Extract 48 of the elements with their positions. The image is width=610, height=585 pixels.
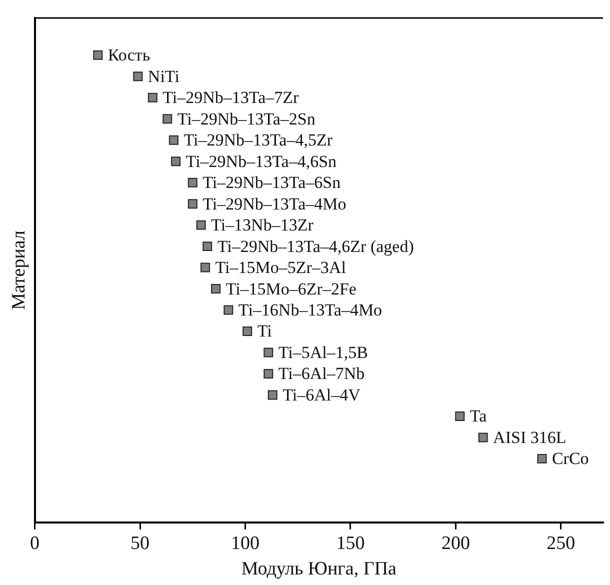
point bbox=[162, 114, 172, 124]
point bbox=[188, 199, 198, 209]
y-tick-label: Ti–15Mo–5Zr–3Al bbox=[215, 258, 346, 278]
point bbox=[148, 92, 158, 102]
y-tick-label: Ti–29Nb–13Ta–4Mo bbox=[202, 194, 346, 214]
point bbox=[224, 305, 234, 315]
point bbox=[171, 156, 181, 166]
point bbox=[211, 284, 221, 294]
y-tick-label: Ti–6Al–4V bbox=[282, 385, 362, 404]
point bbox=[478, 432, 488, 442]
point bbox=[268, 390, 278, 400]
y-tick-label: Ti–6Al–7Nb bbox=[278, 364, 365, 384]
x-axis-title: Модуль Юнга, ГПа bbox=[241, 558, 398, 580]
point bbox=[196, 220, 206, 230]
x-tick-label: 100 bbox=[230, 532, 260, 554]
y-tick-label: AISI 316L bbox=[493, 428, 566, 447]
y-tick-label: NiTi bbox=[148, 66, 180, 86]
point bbox=[188, 178, 198, 188]
x-tick-label: 150 bbox=[336, 532, 365, 554]
y-tick-label: Ti bbox=[257, 322, 272, 341]
y-tick-label: Кость bbox=[108, 46, 150, 65]
y-tick-label: Ti–29Nb–13Ta–7Zr bbox=[162, 88, 300, 108]
x-tick-label: 250 bbox=[546, 532, 576, 554]
point bbox=[264, 348, 274, 358]
y-tick-label: Ti–5Al–1,5B bbox=[278, 342, 368, 362]
x-tick-label: 200 bbox=[441, 532, 470, 554]
y-tick-label: Ti–16Nb–13Ta–4Mo bbox=[238, 300, 382, 320]
point bbox=[242, 326, 252, 336]
point bbox=[133, 72, 143, 82]
point bbox=[264, 368, 274, 378]
y-tick-label: Ti–29Nb–13Ta–6Sn bbox=[202, 173, 342, 192]
y-tick-label: Ti–29Nb–13Ta–2Sn bbox=[177, 109, 316, 128]
y-tick-label: Ti–29Nb–13Ta–4,6Sn bbox=[186, 152, 338, 171]
point bbox=[93, 50, 103, 60]
y-axis-title: Материал bbox=[8, 230, 30, 310]
point bbox=[200, 262, 210, 272]
y-tick-label: Ti–15Mo–6Zr–2Fe bbox=[226, 279, 356, 298]
x-tick-label: 0 bbox=[30, 532, 40, 554]
y-tick-label: Ti–29Nb–13Ta–4,5Zr bbox=[184, 130, 333, 150]
y-tick-label: Ti–29Nb–13Ta–4,6Zr (aged) bbox=[217, 236, 414, 256]
point bbox=[168, 135, 178, 145]
y-tick-label: Ta bbox=[470, 406, 488, 426]
point bbox=[537, 454, 547, 464]
y-tick-label: Ti–13Nb–13Zr bbox=[211, 216, 314, 235]
point bbox=[455, 411, 465, 421]
x-tick-label: 50 bbox=[130, 532, 150, 554]
point bbox=[202, 242, 212, 252]
y-tick-label: CrCo bbox=[552, 449, 589, 468]
